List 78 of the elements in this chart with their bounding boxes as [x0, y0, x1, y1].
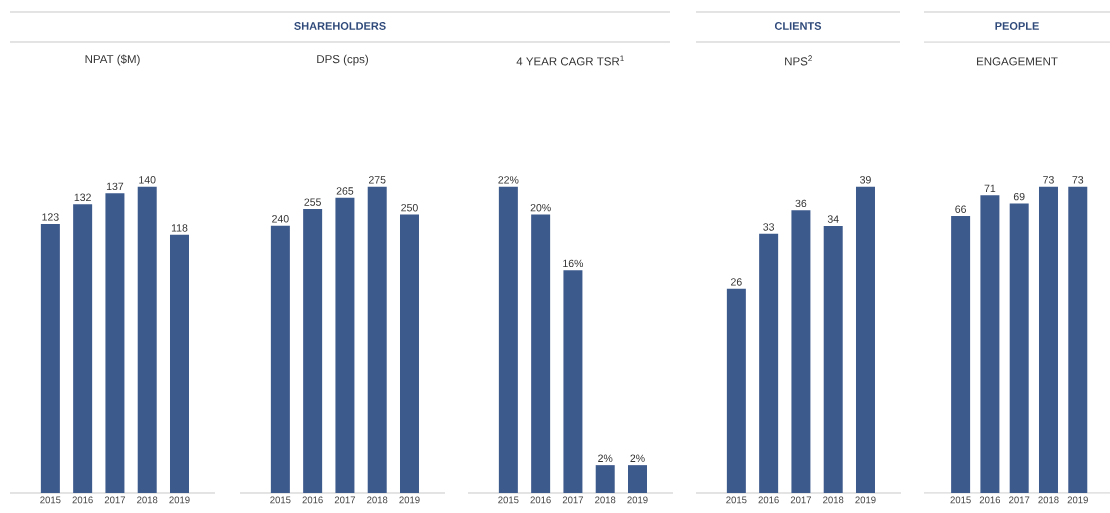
bar: [73, 204, 93, 493]
chart-title: NPS$^{2}$: [785, 55, 812, 66]
x-tick-label: 2019: [169, 496, 190, 504]
data-label: 240: [272, 215, 289, 223]
data-label: 71: [984, 184, 996, 192]
bar: [303, 209, 323, 493]
x-tick-label: 2017: [1009, 496, 1030, 504]
data-label: 22%: [498, 176, 519, 184]
x-tick-label: 2015: [40, 496, 61, 504]
data-label: 20%: [530, 203, 551, 212]
x-tick-label: 2017: [790, 496, 812, 504]
bar: [791, 210, 811, 493]
data-label: 132: [74, 193, 91, 202]
chart-title: 4 YEAR CAGR TSR$^{1}$: [516, 55, 624, 66]
data-label: 69: [1013, 192, 1025, 201]
data-label: 39: [860, 176, 871, 184]
data-label: 137: [106, 182, 124, 191]
x-tick-label: 2019: [399, 496, 420, 504]
chart-title: DPS (cps): [317, 54, 368, 66]
x-tick-label: 2019: [855, 496, 876, 504]
x-tick-label: 2017: [334, 496, 356, 504]
text: CLIENTS: [774, 22, 822, 30]
bar: [400, 214, 419, 493]
bar: [367, 186, 387, 493]
x-tick-label: 2016: [979, 496, 1001, 504]
data-label: 255: [304, 198, 321, 206]
chart-title: NPAT ($M): [85, 54, 140, 66]
x-tick-label: 2019: [627, 496, 648, 504]
x-tick-label: 2015: [950, 496, 971, 504]
data-label: 2%: [630, 454, 645, 462]
x-tick-label: 2017: [562, 496, 584, 504]
data-label: 250: [401, 203, 418, 212]
bar: [823, 226, 843, 493]
data-label: 16%: [563, 259, 584, 268]
data-label: 73: [1043, 176, 1054, 184]
bar: [270, 225, 290, 493]
data-label: 275: [368, 176, 386, 184]
data-label: 26: [731, 278, 742, 286]
data-label: 265: [336, 187, 354, 195]
x-tick-label: 2015: [270, 496, 291, 504]
x-tick-label: 2016: [530, 496, 551, 504]
data-label: 33: [763, 223, 775, 231]
data-label: 73: [1072, 176, 1084, 184]
chart-title: ENGAGEMENT: [977, 57, 1058, 66]
bar: [40, 223, 60, 493]
x-tick-label: 2018: [367, 496, 388, 504]
bar: [595, 465, 615, 493]
data-label: 66: [955, 205, 966, 213]
bar: [335, 197, 355, 493]
x-tick-label: 2017: [104, 496, 126, 504]
bar: [170, 234, 189, 493]
data-label: 140: [139, 176, 156, 184]
bar: [531, 214, 551, 493]
bar: [563, 270, 583, 493]
bar: [137, 186, 157, 493]
x-tick-label: 2015: [498, 496, 519, 504]
x-tick-label: 2018: [1038, 496, 1059, 504]
data-label: 34: [827, 215, 839, 223]
data-label: 2%: [598, 454, 613, 462]
bar: [627, 465, 647, 493]
x-tick-label: 2016: [758, 496, 779, 504]
x-tick-label: 2019: [1067, 496, 1088, 504]
data-label: 36: [795, 199, 807, 208]
bar: [855, 186, 875, 493]
data-label: 123: [42, 213, 59, 221]
x-tick-label: 2018: [137, 496, 158, 504]
text: PEOPLE: [995, 22, 1039, 30]
bar: [726, 288, 746, 493]
x-tick-label: 2015: [726, 496, 747, 504]
text: SHAREHOLDERS: [294, 22, 386, 30]
data-label: 118: [171, 224, 188, 232]
x-tick-label: 2016: [302, 496, 323, 504]
bar: [105, 193, 125, 493]
x-tick-label: 2018: [823, 496, 844, 504]
x-tick-label: 2016: [72, 496, 93, 504]
x-tick-label: 2018: [595, 496, 616, 504]
bar: [498, 186, 518, 493]
bar: [759, 233, 779, 493]
